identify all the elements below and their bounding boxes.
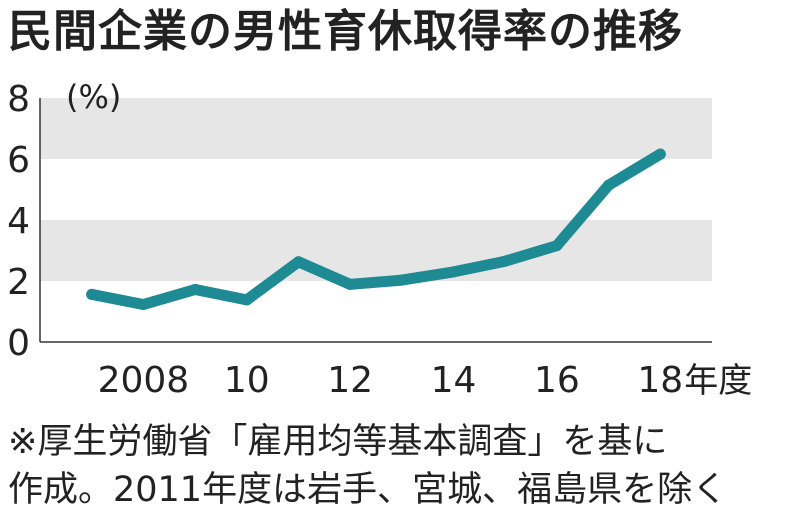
data-point <box>86 288 98 300</box>
grid-band-1 <box>40 98 712 159</box>
x-tick-label: 14 <box>431 360 477 401</box>
y-tick-label: 8 <box>7 79 30 120</box>
line-chart: 0 2 4 6 8 2008 10 12 14 16 18 年度 (%) <box>7 78 753 401</box>
note-line-2: 作成。2011年度は岩手、宮城、福島県を除く <box>8 470 728 510</box>
data-point <box>241 294 253 306</box>
x-tick-label: 10 <box>224 360 270 401</box>
data-point <box>137 298 149 310</box>
data-point <box>499 255 511 267</box>
x-tick-label: 12 <box>327 360 373 401</box>
x-tick-label: 2008 <box>98 360 190 401</box>
data-point <box>654 148 666 160</box>
y-tick-label: 6 <box>7 140 30 181</box>
chart-note: ※厚生労働省「雇用均等基本調査」を基に 作成。2011年度は岩手、宮城、福島県を… <box>8 418 794 514</box>
y-axis-ticks: 0 2 4 6 8 <box>7 79 30 364</box>
x-tick-label: 18 <box>637 360 683 401</box>
data-point <box>292 256 304 268</box>
data-point <box>551 240 563 252</box>
y-unit-label: (%) <box>66 78 121 116</box>
data-point <box>448 266 460 278</box>
x-unit-label: 年度 <box>684 361 752 401</box>
data-point <box>396 274 408 286</box>
series <box>86 148 666 310</box>
y-tick-label: 4 <box>7 201 30 242</box>
grid-bands <box>40 98 712 281</box>
series-line-0 <box>86 148 666 310</box>
x-tick-label: 16 <box>534 360 580 401</box>
data-point <box>344 278 356 290</box>
note-line-1: ※厚生労働省「雇用均等基本調査」を基に <box>8 422 668 462</box>
chart-title: 民間企業の男性育休取得率の推移 <box>8 6 683 57</box>
x-axis-ticks: 2008 10 12 14 16 18 年度 <box>98 360 753 401</box>
grid-band-0 <box>40 220 712 281</box>
data-point <box>603 179 615 191</box>
y-tick-label: 2 <box>7 262 30 303</box>
y-tick-label: 0 <box>7 323 30 364</box>
data-point <box>189 284 201 296</box>
